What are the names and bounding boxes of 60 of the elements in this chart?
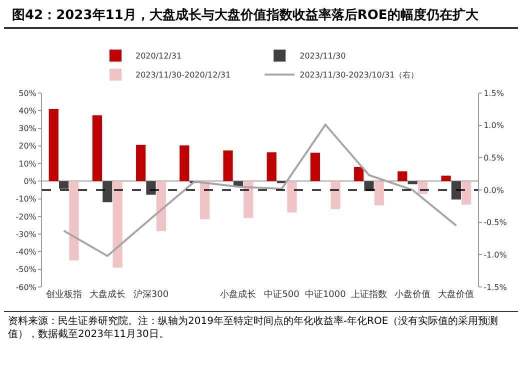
bar [441, 176, 451, 182]
bar [408, 181, 418, 184]
y-tick-label: 30% [18, 124, 37, 134]
bar [146, 181, 156, 195]
y2-tick-label: 0.0% [484, 186, 504, 195]
bar [287, 181, 297, 212]
y-tick-label: 40% [18, 106, 37, 116]
y-tick-label: -10% [16, 194, 37, 204]
x-tick-label: 上证指数 [351, 289, 387, 300]
y2-tick-label: 1.0% [484, 121, 504, 130]
bar [266, 152, 276, 182]
y-tick-label: -60% [16, 282, 37, 292]
y-tick-label: 10% [18, 159, 37, 168]
y-tick-label: 0% [24, 176, 37, 186]
bar [398, 171, 408, 182]
bar [354, 166, 364, 182]
y2-tick-label: 1.5% [484, 88, 504, 98]
legend-label: 2023/11/30-2020/12/31 [136, 70, 231, 80]
y2-tick-label: -1.5% [484, 282, 508, 292]
y2-tick-label: -0.5% [484, 218, 508, 228]
y-tick-label: -50% [16, 265, 37, 274]
legend-label: 2020/12/31 [136, 52, 182, 61]
bar [136, 144, 146, 182]
line-series [62, 124, 458, 257]
x-tick-label: 沪深300 [133, 289, 169, 300]
bar [59, 181, 69, 189]
text: 资料来源：民生证券研究院。注：纵轴为2019年至特定时间点的年化收益率-年化ROE（没有实际值的采用预测值），数据截至2023年11月30日。 [4, 311, 518, 344]
y-tick-label: 50% [18, 88, 37, 98]
bar [223, 150, 233, 182]
bar [48, 109, 58, 182]
legend-label: 2023/11/30-2023/10/31（右） [300, 70, 419, 80]
bar [374, 181, 384, 206]
x-tick-label: 小盘价值 [394, 289, 431, 300]
y-tick-label: -20% [16, 212, 37, 222]
x-tick-label: 中证500 [264, 289, 300, 300]
x-tick-label: 大盘成长 [89, 289, 126, 300]
x-tick-label: 大盘价值 [438, 289, 474, 300]
y-tick-label: 20% [18, 142, 37, 151]
bar [112, 181, 122, 268]
bar [180, 145, 190, 182]
bar [462, 181, 472, 205]
y-tick-label: -30% [16, 230, 37, 239]
legend-label: 2023/11/30 [300, 52, 346, 61]
bar [310, 152, 320, 182]
bar [92, 115, 102, 182]
bar [69, 181, 79, 260]
bar [156, 181, 166, 232]
bar [200, 181, 210, 220]
bar [330, 181, 340, 210]
x-tick-label: 小盘成长 [220, 289, 256, 300]
y-tick-label: -40% [16, 248, 37, 257]
x-tick-label: 中证1000 [304, 289, 346, 300]
bar [451, 181, 461, 200]
bar [418, 181, 428, 194]
bar [102, 181, 112, 202]
bar [244, 181, 254, 218]
chart-title: 图42：2023年11月，大盘成长与大盘价值指数收益率落后ROE的幅度仍在扩大 [4, 0, 518, 29]
x-tick-label: 创业板指 [46, 289, 82, 300]
y2-tick-label: 0.5% [484, 153, 504, 162]
y2-tick-label: -1.0% [484, 250, 508, 260]
